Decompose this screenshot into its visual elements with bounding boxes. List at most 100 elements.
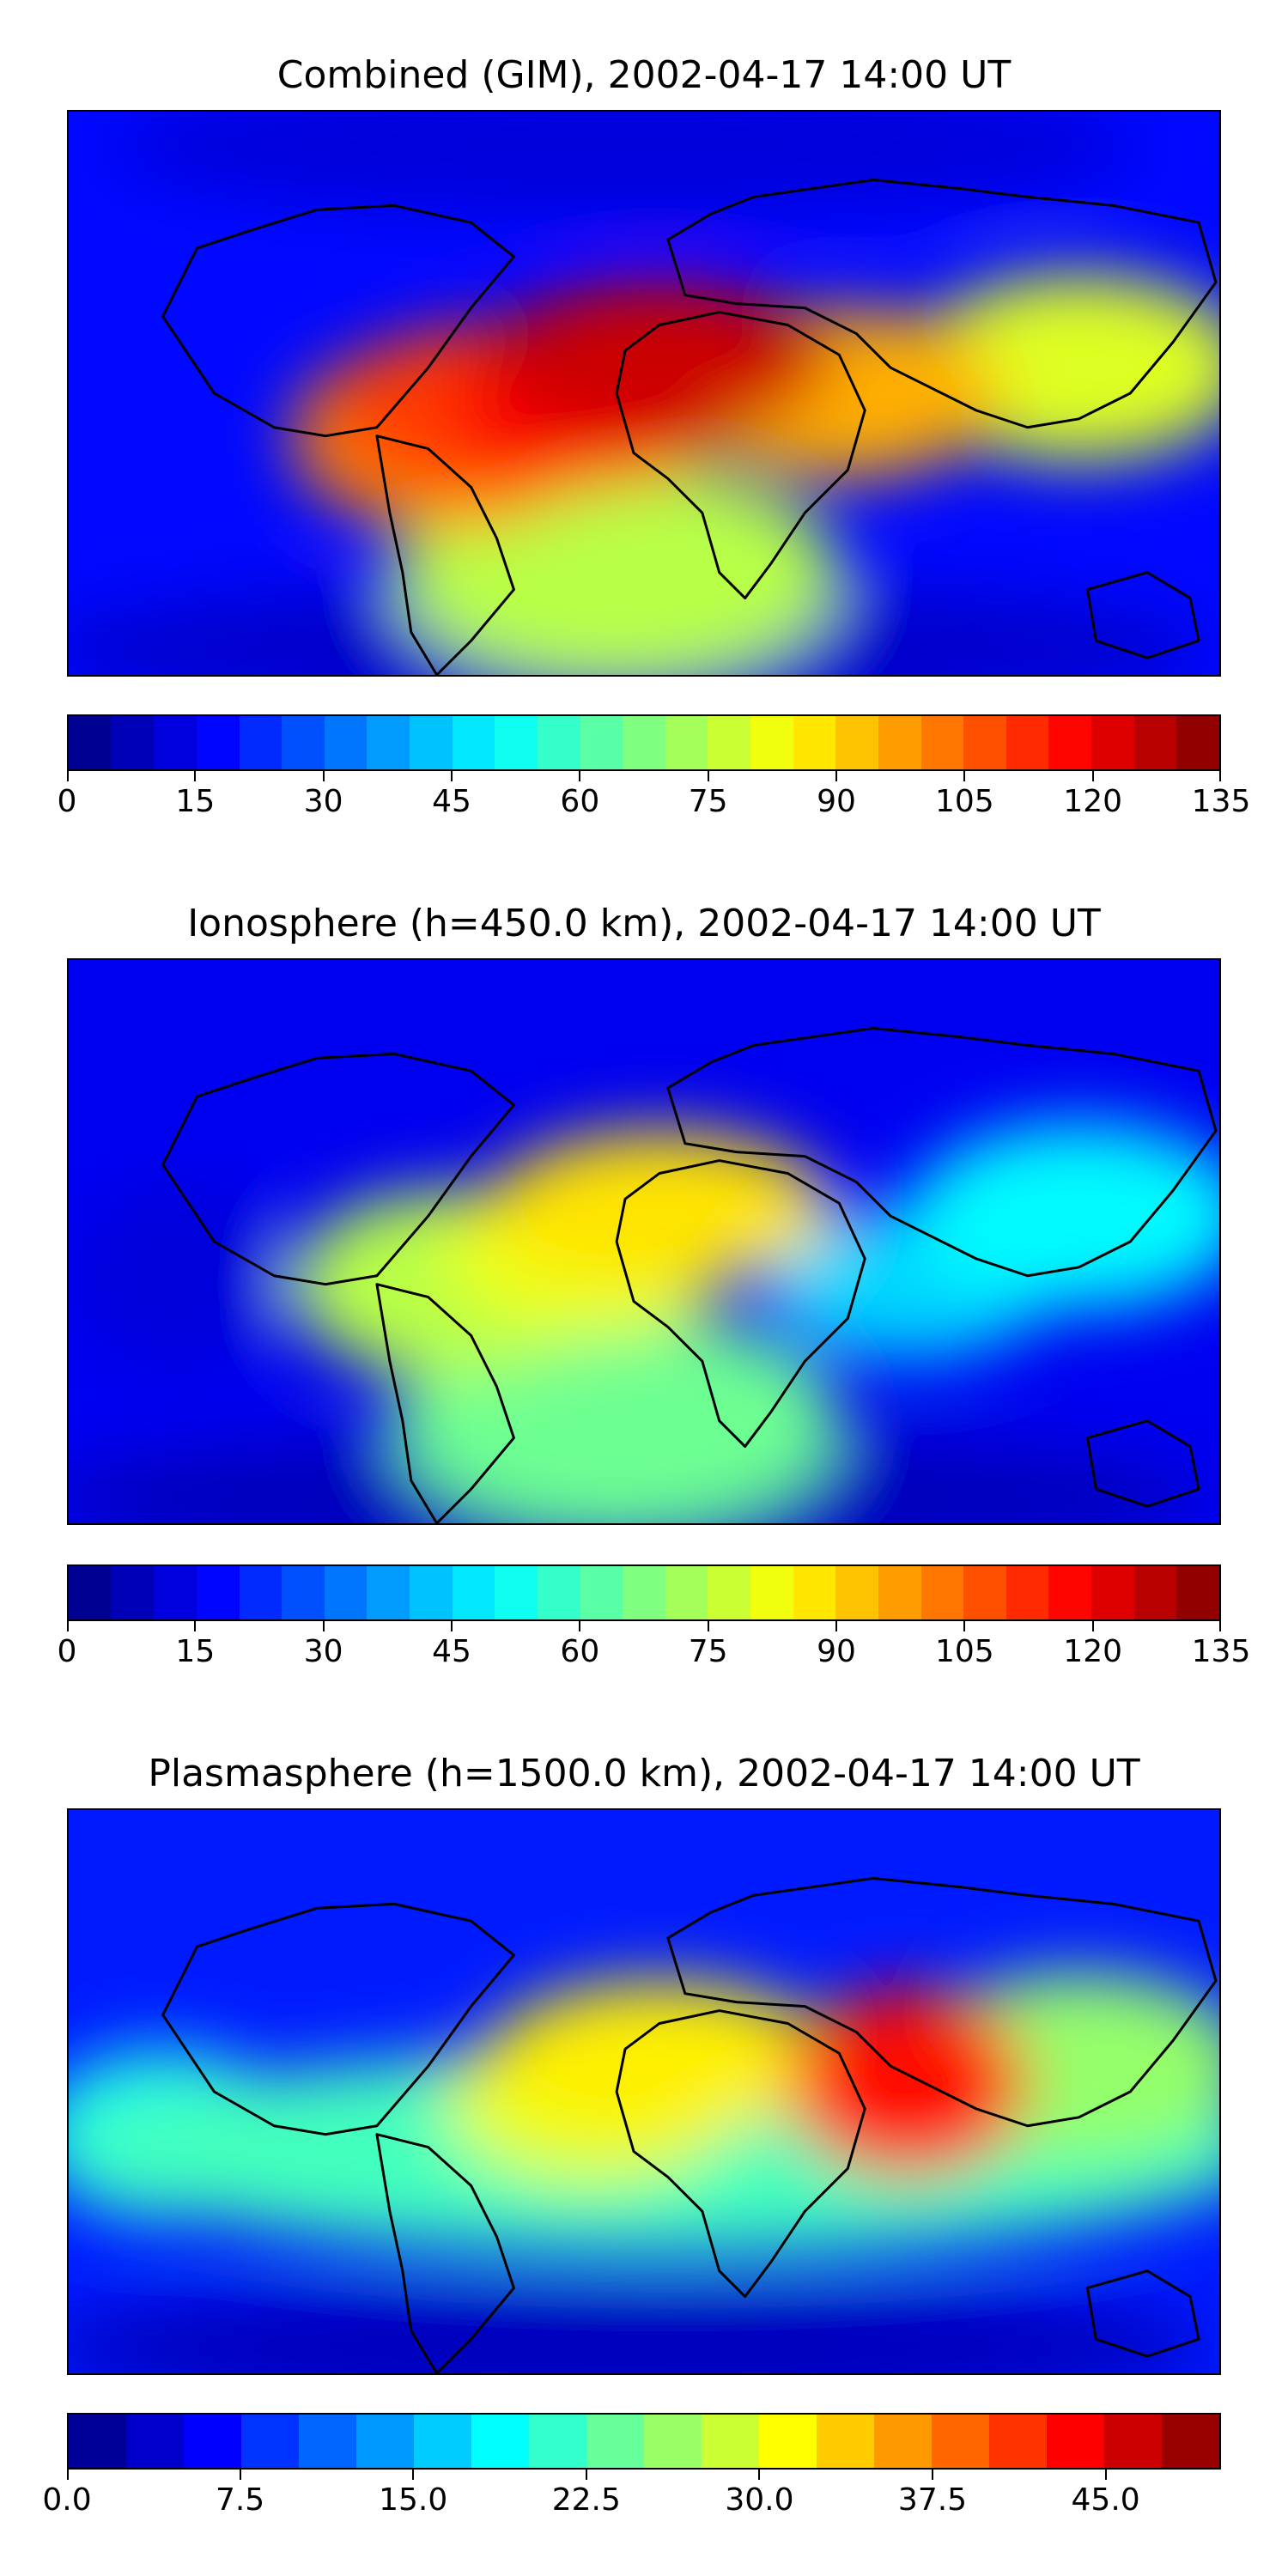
colorbar-tick-label: 75	[688, 1634, 728, 1669]
colorbar-segment	[367, 1566, 410, 1619]
map-combined	[67, 110, 1221, 677]
colorbar-tick	[322, 771, 325, 781]
colorbar-segment	[1104, 2415, 1162, 2468]
colorbar-segment	[537, 716, 580, 769]
colorbar-segment	[623, 716, 665, 769]
colorbar-tick-label: 135	[1191, 784, 1251, 819]
colorbar-segment	[989, 2415, 1047, 2468]
colorbar-segment	[1162, 2415, 1219, 2468]
colorbar-segment	[580, 716, 623, 769]
colorbar-segment	[708, 716, 750, 769]
colorbar-tick-label: 60	[560, 784, 600, 819]
coastline	[666, 1027, 1218, 1278]
coastline	[666, 1877, 1218, 2128]
colorbar-ionosphere	[67, 1564, 1221, 1621]
colorbar-segment	[196, 716, 240, 769]
colorbar-tick-label: 60	[560, 1634, 600, 1669]
colorbar-segment	[580, 1566, 623, 1619]
colorbar-tick-label: 105	[934, 1634, 994, 1669]
colorbar-segment	[282, 1566, 325, 1619]
chart-title-ionosphere: Ionosphere (h=450.0 km), 2002-04-17 14:0…	[187, 902, 1101, 945]
colorbar-segment	[410, 1566, 453, 1619]
coastline	[1085, 1419, 1200, 1508]
colorbar-segment	[878, 1566, 921, 1619]
coastline	[161, 204, 515, 438]
colorbar-tick-label: 37.5	[897, 2482, 968, 2518]
colorbar-segment	[1091, 716, 1134, 769]
colorbar-tick-label: 15	[175, 784, 216, 819]
colorbar-segment	[1048, 1566, 1091, 1619]
colorbar-tick	[1091, 771, 1094, 781]
colorbar-tick	[579, 771, 581, 781]
colorbar-segment	[963, 716, 1006, 769]
colorbar-segment	[299, 2415, 356, 2468]
colorbar-segment	[537, 1566, 580, 1619]
colorbar-segment	[324, 716, 368, 769]
colorbar-segment	[1005, 1566, 1049, 1619]
colorbar-tick	[707, 771, 709, 781]
colorbar-segment	[154, 1566, 197, 1619]
colorbar-tick-label: 0.0	[42, 2482, 92, 2518]
colorbar-ticks-ionosphere: 0 15 30 45 60 75 90 105 120 135	[58, 1621, 1250, 1673]
colorbar-tick-label: 45	[432, 1634, 471, 1669]
coastlines	[161, 1877, 1218, 2373]
colorbar-segment	[1005, 716, 1049, 769]
chart-title-plasmasphere: Plasmasphere (h=1500.0 km), 2002-04-17 1…	[148, 1752, 1140, 1795]
coastlines	[161, 179, 1218, 675]
colorbar-segment	[835, 716, 878, 769]
colorbar-tick-label: 15	[175, 1634, 216, 1669]
colorbar-tick-label: 45	[432, 784, 471, 819]
colorbar-tick	[194, 1621, 197, 1631]
colorbar-segment	[239, 1566, 283, 1619]
colorbar-tick-label: 7.5	[215, 2482, 265, 2518]
colorbar-segment	[1176, 1566, 1219, 1619]
colorbar-segment	[154, 716, 197, 769]
colorbar-segment	[793, 716, 836, 769]
colorbar-tick-label: 120	[1063, 1634, 1123, 1669]
coastline	[161, 1052, 515, 1286]
colorbar-tick-label: 0	[57, 784, 77, 819]
colorbar-segment	[920, 1566, 964, 1619]
colorbar-tick-label: 105	[934, 784, 994, 819]
colorbar-tick-label: 90	[817, 784, 856, 819]
colorbar-tick	[412, 2470, 415, 2480]
field-north-africa	[488, 1130, 831, 1285]
colorbar-tick	[67, 771, 69, 781]
colorbar-tick-label: 30	[303, 784, 343, 819]
colorbar-segment	[1133, 716, 1177, 769]
colorbar-tick	[1104, 2470, 1107, 2480]
coastline	[375, 1283, 515, 1523]
colorbar-tick	[963, 771, 966, 781]
colorbar-segment	[835, 1566, 878, 1619]
colorbar-segment	[452, 716, 495, 769]
colorbar-segment	[69, 1566, 112, 1619]
colorbar-segment	[644, 2415, 702, 2468]
colorbar-segment	[665, 1566, 708, 1619]
colorbar-tick	[67, 2470, 69, 2480]
coastline	[615, 311, 866, 600]
colorbar-combined	[67, 714, 1221, 771]
colorbar-tick	[239, 2470, 241, 2480]
colorbar-segment	[282, 716, 325, 769]
colorbar-segment	[111, 716, 155, 769]
colorbar-tick-label: 22.5	[551, 2482, 621, 2518]
colorbar-tick	[835, 771, 837, 781]
colorbar-segment	[759, 2415, 817, 2468]
coastline	[375, 434, 515, 675]
coastlines	[161, 1027, 1218, 1523]
coastline	[1085, 2269, 1200, 2358]
colorbar-plasmasphere	[67, 2413, 1221, 2470]
colorbar-segment	[793, 1566, 836, 1619]
colorbar-segment	[495, 1566, 538, 1619]
colorbar-segment	[495, 716, 538, 769]
colorbar-segment	[111, 1566, 155, 1619]
colorbar-segment	[324, 1566, 368, 1619]
colorbar-tick-label: 120	[1063, 784, 1123, 819]
field-polar-south	[69, 2279, 1207, 2373]
colorbar-segment	[241, 2415, 299, 2468]
colorbar-segment	[126, 2415, 184, 2468]
colorbar-tick	[963, 1621, 966, 1631]
colorbar-tick	[579, 1621, 581, 1631]
field-india	[787, 1989, 1028, 2178]
colorbar-segment	[529, 2415, 586, 2468]
